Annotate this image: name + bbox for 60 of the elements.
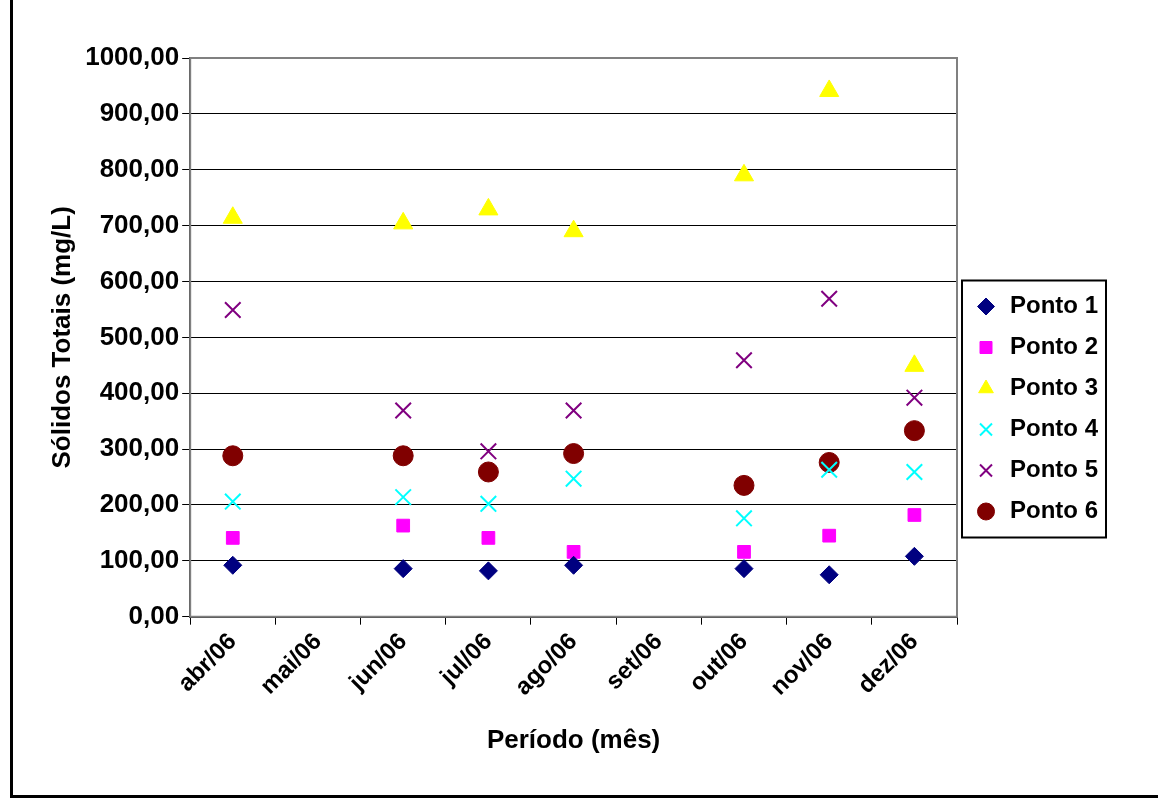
- point: [564, 401, 583, 420]
- point: [563, 443, 585, 465]
- legend-label: Ponto 3: [1010, 373, 1098, 401]
- point: [905, 388, 924, 407]
- point: [225, 531, 240, 545]
- point: [393, 211, 414, 230]
- point: [904, 354, 925, 372]
- point: [481, 531, 496, 545]
- y-tick-label: 800,00: [99, 152, 180, 183]
- point: [396, 518, 411, 533]
- y-tick-label: 0,00: [128, 599, 180, 630]
- point: [907, 508, 922, 522]
- point: [822, 528, 837, 543]
- point: [394, 488, 412, 506]
- point: [393, 559, 413, 579]
- point: [479, 442, 498, 461]
- legend-label: Ponto 1: [1010, 291, 1098, 319]
- point: [564, 469, 583, 488]
- point: [479, 495, 498, 513]
- point: [733, 163, 755, 182]
- y-tick-label: 100,00: [99, 543, 180, 574]
- point: [734, 559, 754, 579]
- point: [733, 474, 755, 496]
- point: [737, 545, 751, 559]
- point: [820, 460, 838, 479]
- point: [566, 545, 581, 559]
- point: [392, 445, 414, 467]
- point: [477, 461, 499, 483]
- legend-label: Ponto 5: [1010, 455, 1098, 483]
- point: [905, 463, 924, 481]
- y-tick-label: 600,00: [99, 264, 180, 295]
- point: [222, 445, 244, 467]
- point: [224, 492, 242, 511]
- point: [224, 301, 242, 319]
- y-tick-label: 500,00: [99, 320, 180, 351]
- point: [223, 555, 243, 575]
- y-tick-label: 300,00: [99, 432, 180, 463]
- point: [820, 290, 838, 308]
- point: [478, 197, 499, 216]
- legend-label: Ponto 6: [1010, 496, 1098, 524]
- point: [478, 561, 498, 581]
- point: [819, 79, 840, 97]
- y-tick-label: 900,00: [99, 97, 180, 128]
- legend-label: Ponto 2: [1010, 332, 1098, 360]
- y-tick-label: 400,00: [99, 376, 180, 407]
- y-tick-label: 200,00: [99, 488, 180, 519]
- point: [563, 219, 584, 238]
- point: [735, 509, 753, 528]
- point: [564, 555, 584, 575]
- point: [735, 351, 753, 370]
- legend-label: Ponto 4: [1010, 414, 1099, 442]
- y-axis-title: Sólidos Totais (mg/L): [45, 206, 76, 469]
- point: [394, 401, 412, 420]
- y-tick-label: 1000,00: [85, 41, 180, 72]
- point: [904, 546, 924, 566]
- point: [903, 420, 925, 442]
- y-tick-label: 700,00: [99, 208, 180, 239]
- x-axis-title: Período (mês): [486, 723, 661, 754]
- point: [819, 565, 839, 585]
- point: [222, 206, 243, 224]
